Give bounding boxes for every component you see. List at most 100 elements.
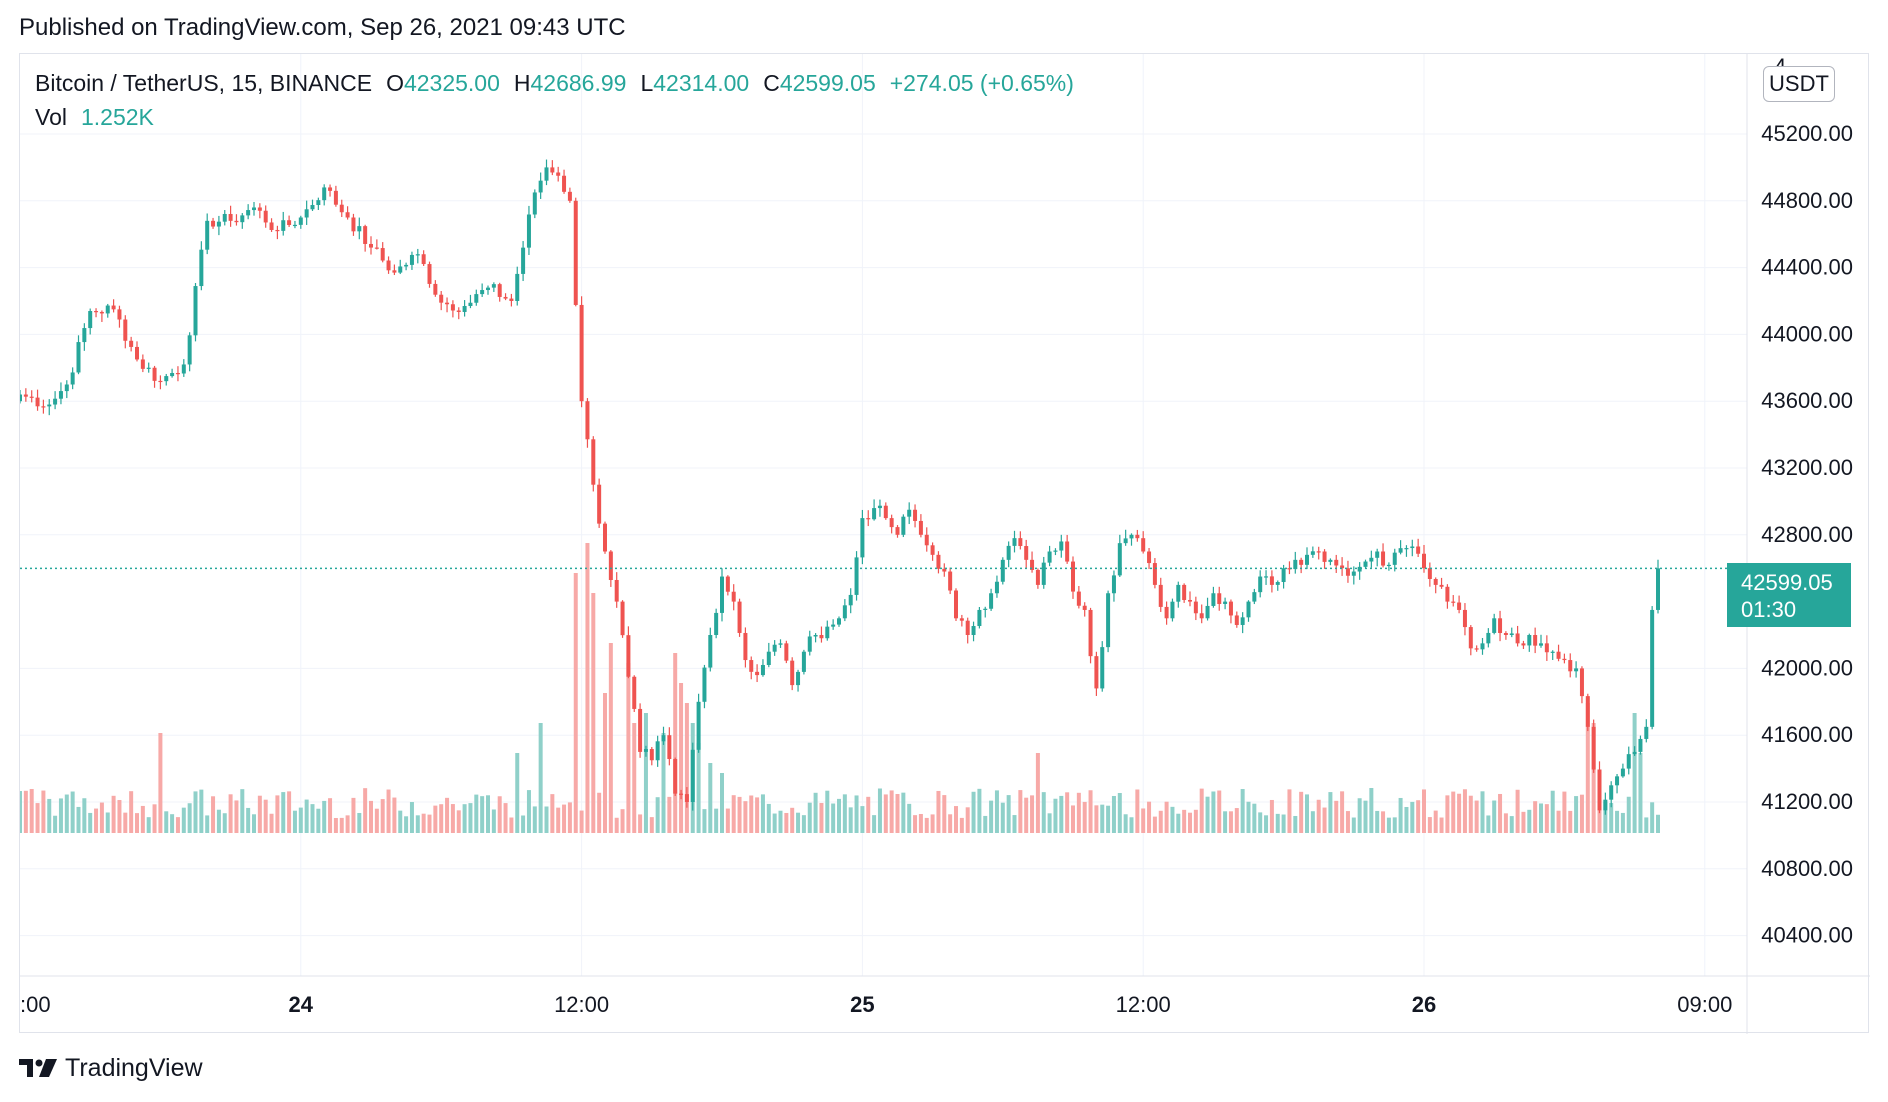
volume-bar — [1223, 811, 1228, 833]
y-tick-label: 43200.00 — [1761, 455, 1853, 480]
price-axis: 45200.00 44800.00 44400.00 44000.00 43600.00… — [1761, 54, 1853, 947]
volume-bar — [123, 812, 128, 833]
candle-body — [538, 180, 543, 193]
volume-bar — [755, 797, 760, 833]
volume-bar — [1264, 815, 1269, 833]
candle-body — [1071, 561, 1075, 592]
candle-body — [468, 302, 473, 307]
candle-body — [1381, 551, 1386, 566]
candle-body — [1053, 550, 1058, 552]
candle-body — [544, 167, 549, 181]
volume-bar — [1047, 813, 1052, 833]
volume-bar — [281, 792, 286, 833]
candle-body — [1117, 543, 1122, 576]
volume-bar — [556, 807, 561, 833]
volume-bar — [1375, 810, 1380, 833]
volume-bar — [573, 573, 578, 833]
volume-bar — [1392, 817, 1397, 833]
candle-body — [1498, 618, 1503, 634]
y-tick-label: 44800.00 — [1761, 188, 1853, 213]
candle-body — [848, 594, 853, 606]
grid — [20, 54, 1747, 976]
candle-body — [158, 380, 163, 383]
candle-body — [1188, 599, 1192, 602]
volume-bar — [1439, 817, 1444, 833]
candle-body — [123, 319, 128, 341]
volume-bar — [708, 763, 713, 833]
candle-body — [1293, 559, 1298, 570]
candle-body — [1310, 551, 1315, 555]
volume-bar — [339, 817, 344, 833]
candle-body — [193, 286, 198, 336]
candle-body — [252, 207, 256, 211]
currency-button[interactable]: USDT — [1763, 66, 1835, 102]
volume-bar — [667, 796, 672, 833]
candle-body — [579, 304, 584, 402]
tradingview-logo-icon[interactable] — [19, 1057, 59, 1079]
volume-label: Vol — [35, 104, 67, 130]
candle-body — [1246, 601, 1251, 618]
symbol-label[interactable]: Bitcoin / TetherUS, 15, BINANCE — [35, 70, 373, 96]
volume-bar — [1533, 801, 1538, 833]
volume-bar — [486, 795, 490, 833]
volume-bar — [743, 801, 748, 833]
volume-bar — [374, 808, 379, 833]
candle-body — [819, 635, 824, 639]
candle-body — [1486, 632, 1491, 644]
candle-body — [801, 651, 806, 672]
volume-bar — [1123, 814, 1128, 833]
volume-bar — [532, 806, 537, 833]
candle-body — [64, 384, 69, 392]
volume-bar — [1158, 810, 1163, 833]
candle-body — [1527, 635, 1532, 646]
volume-bar — [1322, 807, 1327, 833]
volume-bar — [1094, 805, 1099, 833]
candle-body — [1299, 559, 1304, 565]
candle-body — [1422, 553, 1426, 569]
volume-bar — [1305, 794, 1309, 833]
volume-bar — [1433, 810, 1438, 833]
volume-bar — [363, 788, 368, 833]
close-label: C — [763, 70, 780, 96]
candle-body — [1656, 568, 1660, 610]
price-chart[interactable]: 45200.00 44800.00 44400.00 44000.00 43600.00… — [20, 54, 1870, 1034]
volume-bar — [585, 543, 590, 833]
volume-bar — [1427, 817, 1432, 833]
volume-bar — [1316, 799, 1321, 833]
candle-body — [246, 210, 251, 216]
volume-bar — [1345, 811, 1350, 833]
candle-body — [99, 311, 104, 314]
candle-body — [1024, 546, 1029, 560]
candle-body — [1012, 538, 1017, 546]
candle-body — [1088, 609, 1093, 657]
volume-bar — [1059, 795, 1064, 833]
chart-frame[interactable]: 45200.00 44800.00 44400.00 44000.00 43600.00… — [19, 53, 1870, 1034]
candle-body — [1562, 658, 1567, 661]
volume-bar — [1258, 812, 1263, 833]
candle-body — [222, 213, 227, 222]
y-tick-label: 42000.00 — [1761, 655, 1853, 680]
volume-bar — [1170, 806, 1175, 833]
y-tick-label: 41200.00 — [1761, 789, 1853, 814]
volume-bar — [1135, 789, 1140, 833]
candle-body — [76, 342, 81, 373]
candle-body — [374, 247, 379, 249]
candle-body — [433, 283, 438, 295]
candle-body — [187, 335, 192, 365]
volume-bar — [1141, 808, 1146, 833]
volume-bar — [889, 790, 894, 833]
brand-name[interactable]: TradingView — [65, 1053, 203, 1082]
volume-bar — [1076, 792, 1081, 833]
candle-body — [322, 187, 327, 201]
volume-bar — [398, 810, 403, 833]
volume-bar — [64, 794, 69, 833]
volume-bar — [164, 811, 169, 833]
candle-body — [526, 214, 531, 248]
volume-bar — [760, 794, 765, 833]
candle-body — [1574, 668, 1579, 672]
volume-bar — [1269, 799, 1274, 833]
candle-body — [404, 264, 409, 267]
candle-body — [1638, 738, 1643, 752]
candle-body — [1585, 696, 1590, 727]
candle-body — [603, 523, 607, 552]
